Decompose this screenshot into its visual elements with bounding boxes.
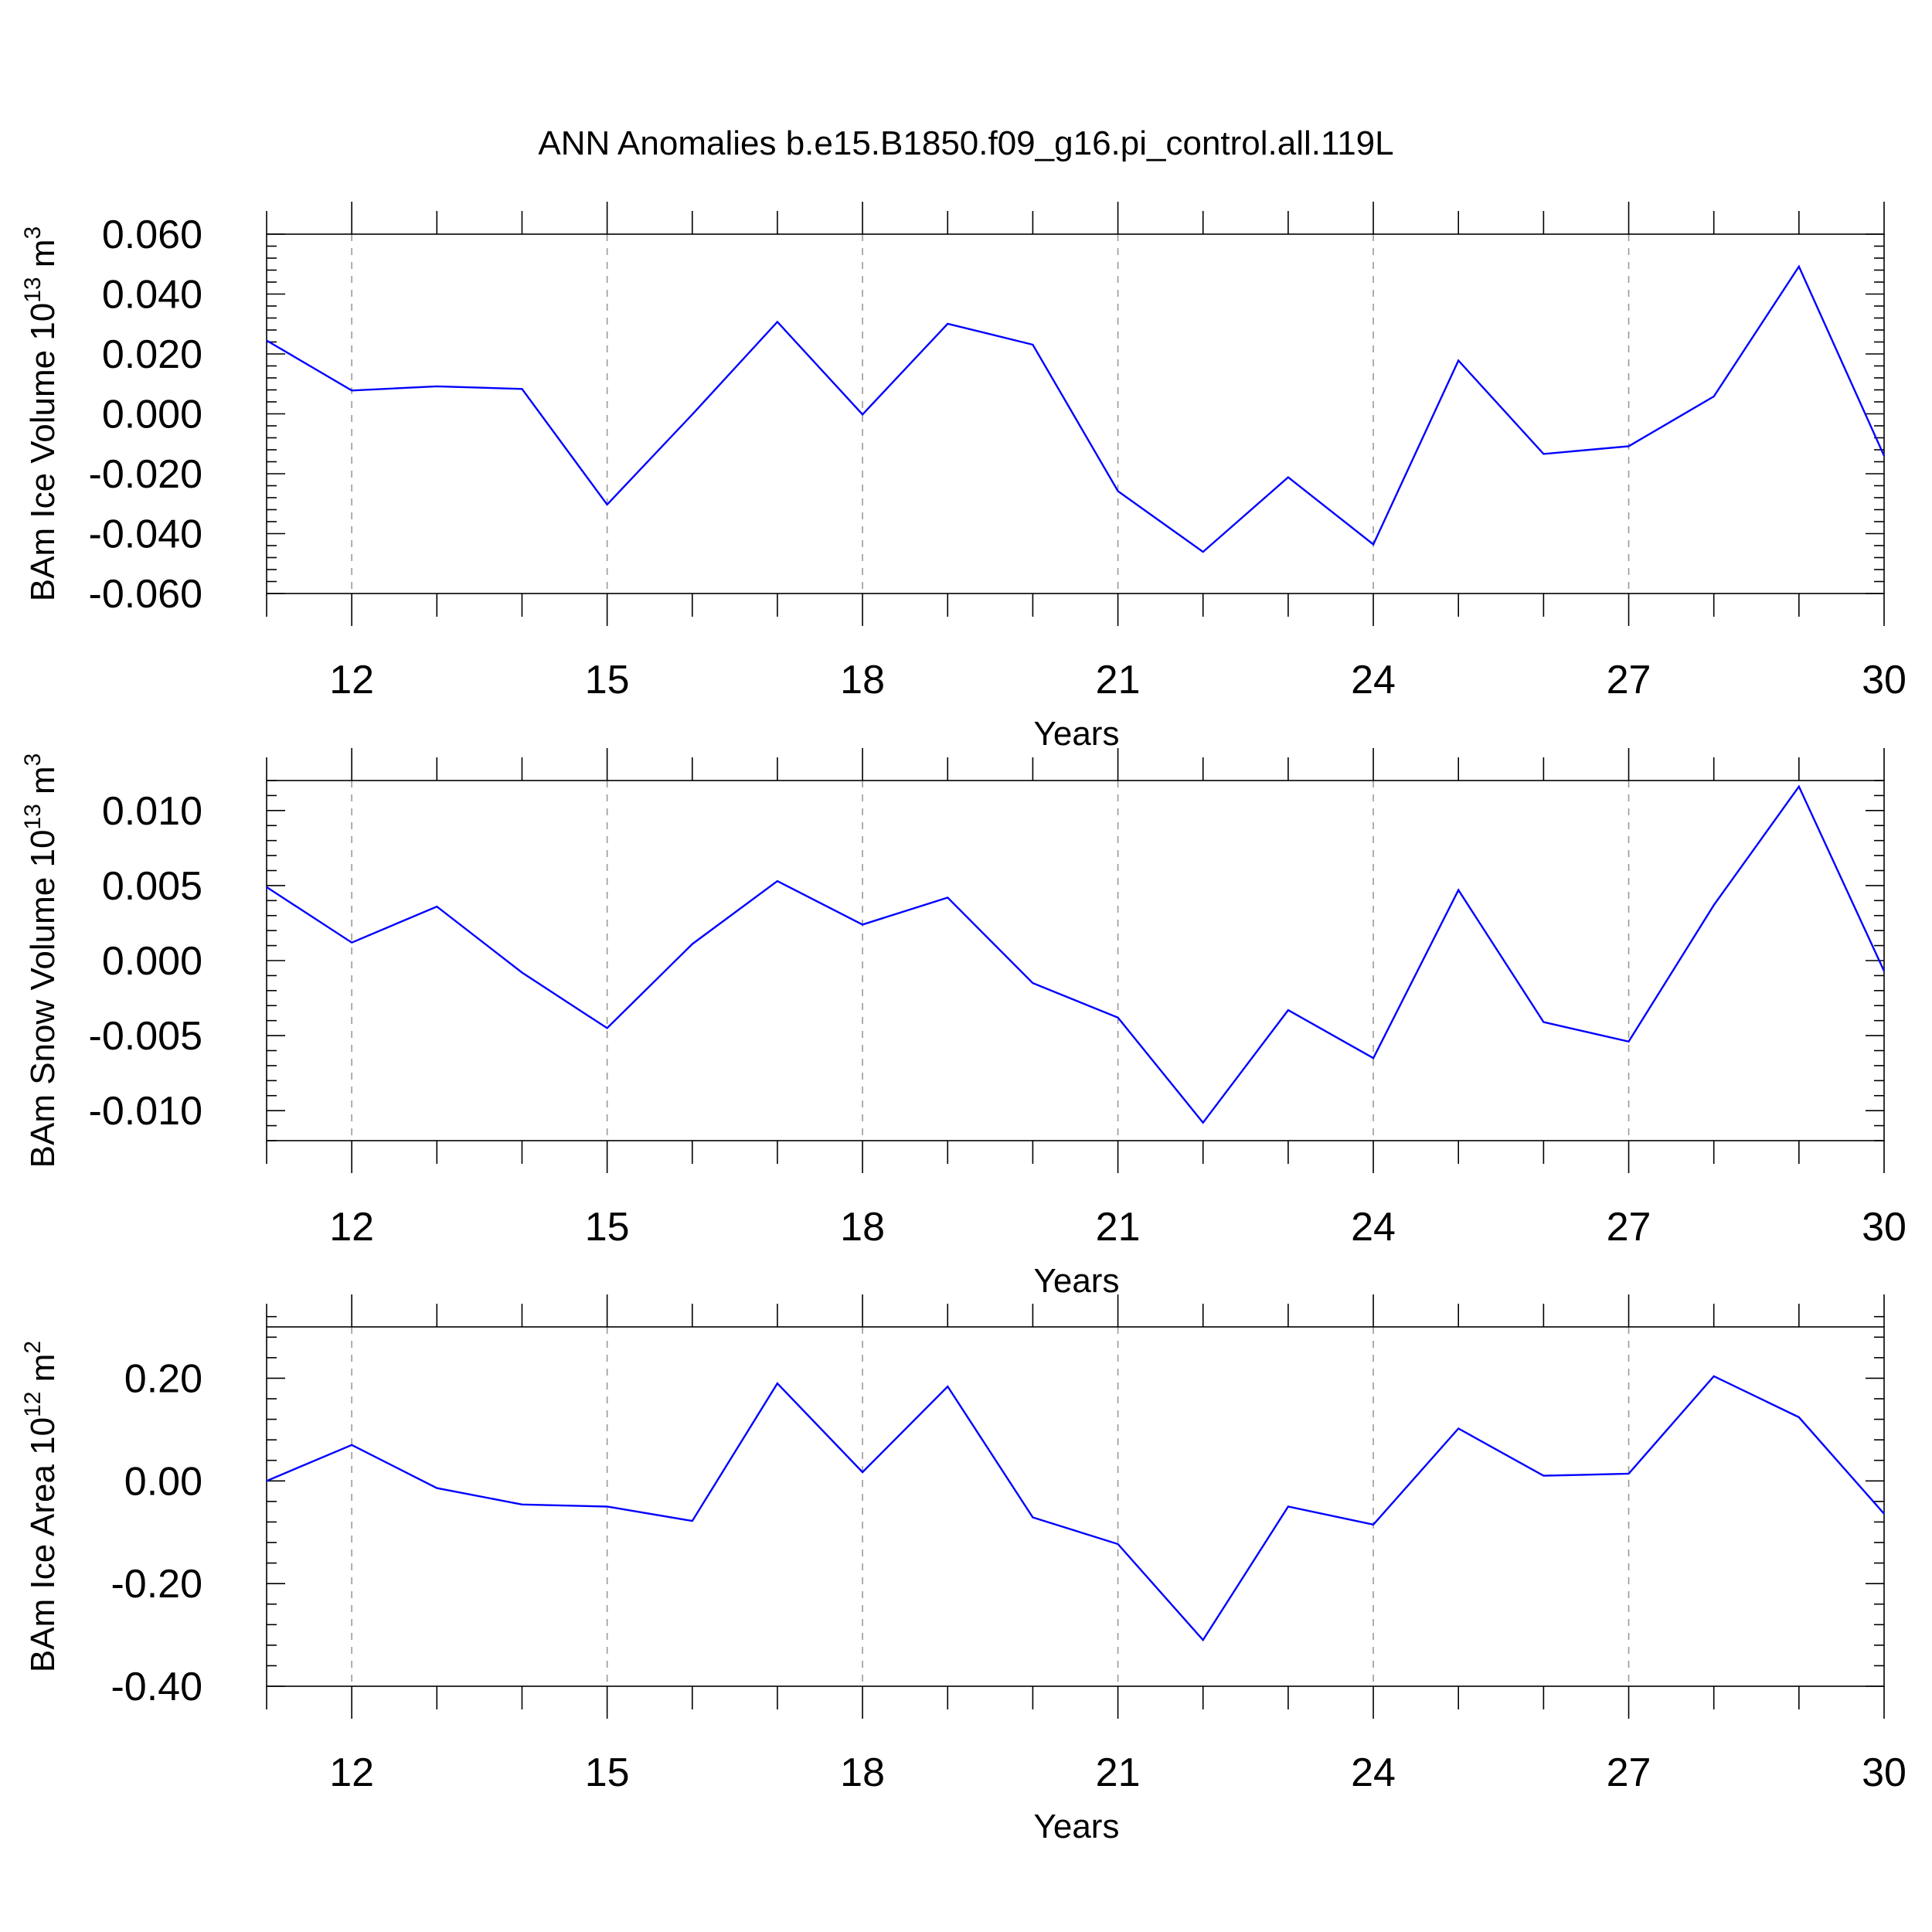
y-tick-label: -0.20 bbox=[111, 1562, 202, 1607]
x-tick-label: 27 bbox=[1607, 1205, 1651, 1250]
x-tick-label: 21 bbox=[1096, 1205, 1141, 1250]
chart-title: ANN Anomalies b.e15.B1850.f09_g16.pi_con… bbox=[538, 124, 1393, 162]
x-tick-label: 30 bbox=[1862, 1205, 1906, 1250]
x-tick-label: 18 bbox=[840, 658, 885, 702]
series-line bbox=[266, 784, 1886, 1124]
x-tick-label: 24 bbox=[1351, 1750, 1396, 1795]
y-axis-title-superscript: 3 bbox=[20, 753, 46, 767]
x-tick-label: 12 bbox=[329, 1750, 374, 1795]
y-axis-title: BAm Ice Volume 1013 m3 bbox=[20, 226, 62, 601]
x-axis-title: Years bbox=[1034, 715, 1120, 753]
x-axis-title: Years bbox=[1034, 1262, 1120, 1300]
x-tick-label: 12 bbox=[329, 1205, 374, 1250]
y-axis-title-part: BAm Ice Area 10 bbox=[24, 1417, 62, 1672]
plot-frame bbox=[266, 780, 1885, 1141]
y-tick-label: -0.40 bbox=[111, 1665, 202, 1709]
y-axis-title-part: BAm Ice Volume 10 bbox=[24, 303, 62, 601]
x-tick-label: 18 bbox=[840, 1205, 885, 1250]
panel-3: 0.20 0.00 -0.20 -0.40 12 15 18 21 24 27 30 Years BAm… bbox=[20, 1294, 1906, 1845]
plot-frame bbox=[266, 1326, 1885, 1687]
x-tick-label: 27 bbox=[1607, 658, 1651, 702]
y-tick-label: 0.005 bbox=[102, 864, 202, 909]
panel-2: 0.010 0.005 0.000 -0.005 -0.010 12 15 18 21 24 27 3… bbox=[20, 748, 1906, 1300]
y-axis-title-superscript: 13 bbox=[20, 277, 46, 302]
x-tick-label: 30 bbox=[1862, 658, 1906, 702]
y-tick-label: 0.000 bbox=[102, 393, 202, 437]
y-tick-label: -0.005 bbox=[89, 1014, 202, 1059]
panels: 0.060 0.040 0.020 0.000 -0.020 -0.040 -0.060 12… bbox=[20, 202, 1906, 1845]
y-axis-title-superscript: 13 bbox=[20, 804, 46, 829]
y-axis-title: BAm Snow Volume 1013 m3 bbox=[20, 753, 62, 1168]
x-tick-label: 21 bbox=[1096, 1750, 1141, 1795]
y-axis-title: BAm Ice Area 1012 m2 bbox=[20, 1341, 62, 1672]
y-axis-title-part: m bbox=[24, 240, 62, 277]
y-tick-label: 0.040 bbox=[102, 273, 202, 318]
x-tick-label: 30 bbox=[1862, 1750, 1906, 1795]
x-tick-label: 15 bbox=[585, 1205, 630, 1250]
y-tick-label: -0.040 bbox=[89, 512, 202, 557]
y-axis-title-part: BAm Snow Volume 10 bbox=[24, 830, 62, 1168]
x-tick-label: 21 bbox=[1096, 658, 1141, 702]
y-axis-title-part: m bbox=[24, 766, 62, 804]
y-tick-label: 0.20 bbox=[124, 1356, 202, 1401]
x-axis-title: Years bbox=[1034, 1808, 1120, 1845]
y-axis-title-superscript: 2 bbox=[20, 1341, 46, 1354]
series-line bbox=[266, 1375, 1885, 1642]
x-tick-label: 24 bbox=[1351, 658, 1396, 702]
y-tick-label: 0.00 bbox=[124, 1459, 202, 1504]
x-tick-label: 12 bbox=[329, 658, 374, 702]
y-axis-title-superscript: 12 bbox=[20, 1392, 46, 1417]
y-tick-label: 0.060 bbox=[102, 213, 202, 257]
x-tick-label: 15 bbox=[585, 1750, 630, 1795]
panel-1: 0.060 0.040 0.020 0.000 -0.020 -0.040 -0.060 12… bbox=[20, 202, 1906, 753]
y-axis-title-superscript: 3 bbox=[20, 226, 46, 240]
y-tick-label: -0.060 bbox=[89, 572, 202, 617]
y-tick-label: -0.020 bbox=[89, 452, 202, 497]
x-tick-label: 18 bbox=[840, 1750, 885, 1795]
y-axis-title-part: m bbox=[24, 1354, 62, 1392]
plot-frame bbox=[266, 233, 1885, 594]
y-tick-label: -0.010 bbox=[89, 1089, 202, 1134]
series-line bbox=[266, 264, 1886, 553]
y-tick-label: 0.010 bbox=[102, 789, 202, 834]
x-tick-label: 27 bbox=[1607, 1750, 1651, 1795]
y-tick-label: 0.020 bbox=[102, 332, 202, 377]
y-tick-label: 0.000 bbox=[102, 939, 202, 984]
x-tick-label: 24 bbox=[1351, 1205, 1396, 1250]
x-tick-label: 15 bbox=[585, 658, 630, 702]
